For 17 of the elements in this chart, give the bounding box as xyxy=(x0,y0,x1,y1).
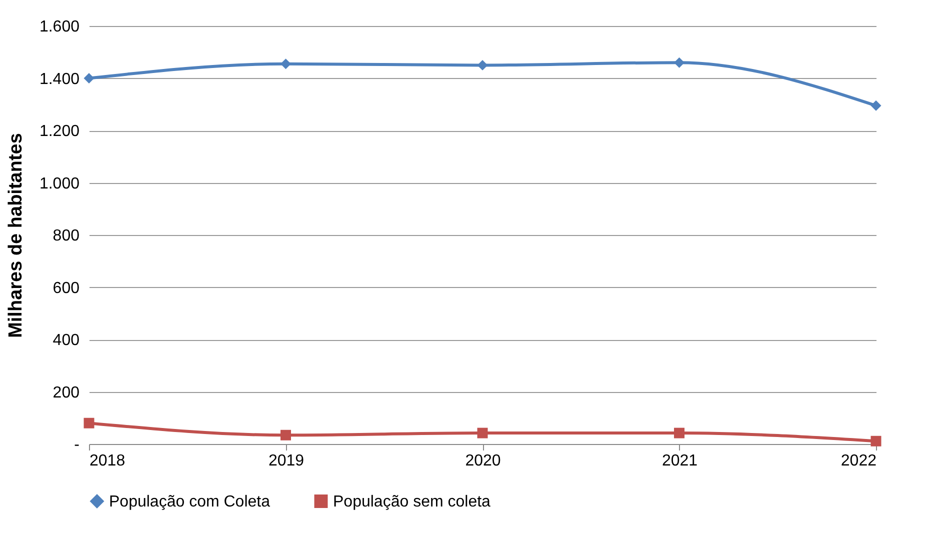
y-axis-title: Milhares de habitantes xyxy=(5,133,26,338)
y-tick-label: 1.400 xyxy=(39,70,80,88)
legend-label: População com Coleta xyxy=(109,493,270,510)
y-tick-label: 800 xyxy=(52,228,80,244)
y-tick-label: 1.000 xyxy=(39,175,80,192)
x-tick-label: 2020 xyxy=(465,452,501,470)
legend-label: População sem coleta xyxy=(333,493,491,510)
x-tick-label: 2018 xyxy=(90,452,126,470)
x-tick-label: 2019 xyxy=(268,452,304,470)
y-tick-label: 600 xyxy=(52,280,80,297)
y-tick-label: - xyxy=(74,436,80,454)
y-tick-label: 1.200 xyxy=(39,123,80,140)
x-tick-label: 2021 xyxy=(662,452,698,470)
y-tick-label: 400 xyxy=(52,332,80,349)
x-tick-label: 2022 xyxy=(840,452,877,470)
y-tick-label: 1.600 xyxy=(39,18,80,36)
y-tick-label: 200 xyxy=(52,384,80,402)
